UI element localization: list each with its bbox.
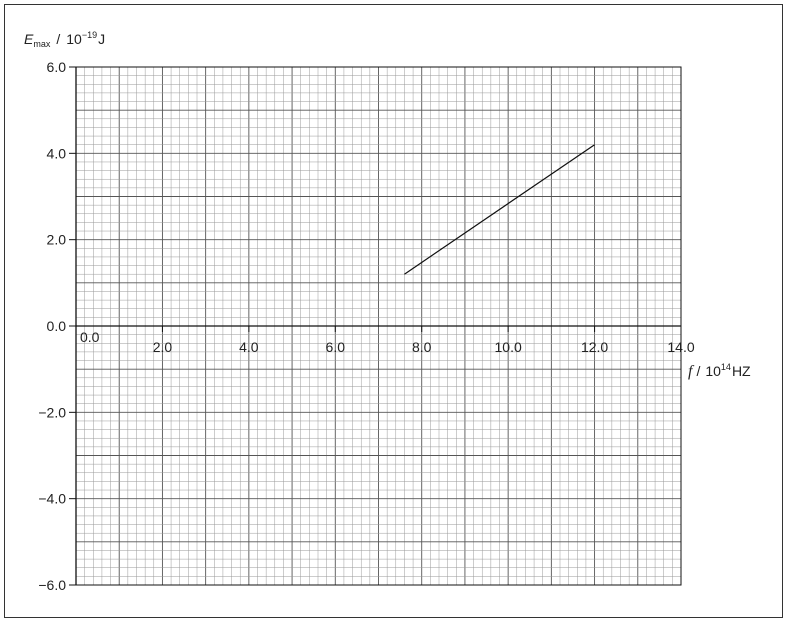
x-tick-label: 2.0 [153,339,173,355]
y-tick-label: 6.0 [47,59,67,75]
y-tick-label: −6.0 [38,577,66,593]
x-tick-label: 12.0 [581,339,608,355]
x-tick-label: 10.0 [495,339,522,355]
x-tick-label: 6.0 [326,339,346,355]
x-tick-label: 4.0 [239,339,259,355]
x-tick-label: 14.0 [667,339,694,355]
series [404,144,595,275]
series-line [404,144,595,275]
x-tick-label: 0.0 [80,329,100,345]
figure-frame [4,4,783,618]
y-axis-label: Emax/10−19J [24,30,105,49]
y-tick-label: −4.0 [38,491,66,507]
x-axis-label: f/1014HZ [688,362,751,380]
y-tick-label: 0.0 [47,318,67,334]
x-tick-label: 8.0 [412,339,432,355]
ticks: 6.0 4.0 2.0 0.0 −2.0 −4.0 −6.0 0.0 2.0 4.0 6.0 8.0 1… [38,59,694,593]
y-tick-label: 4.0 [47,145,67,161]
y-tick-label: 2.0 [47,232,67,248]
y-tick-label: −2.0 [38,404,66,420]
